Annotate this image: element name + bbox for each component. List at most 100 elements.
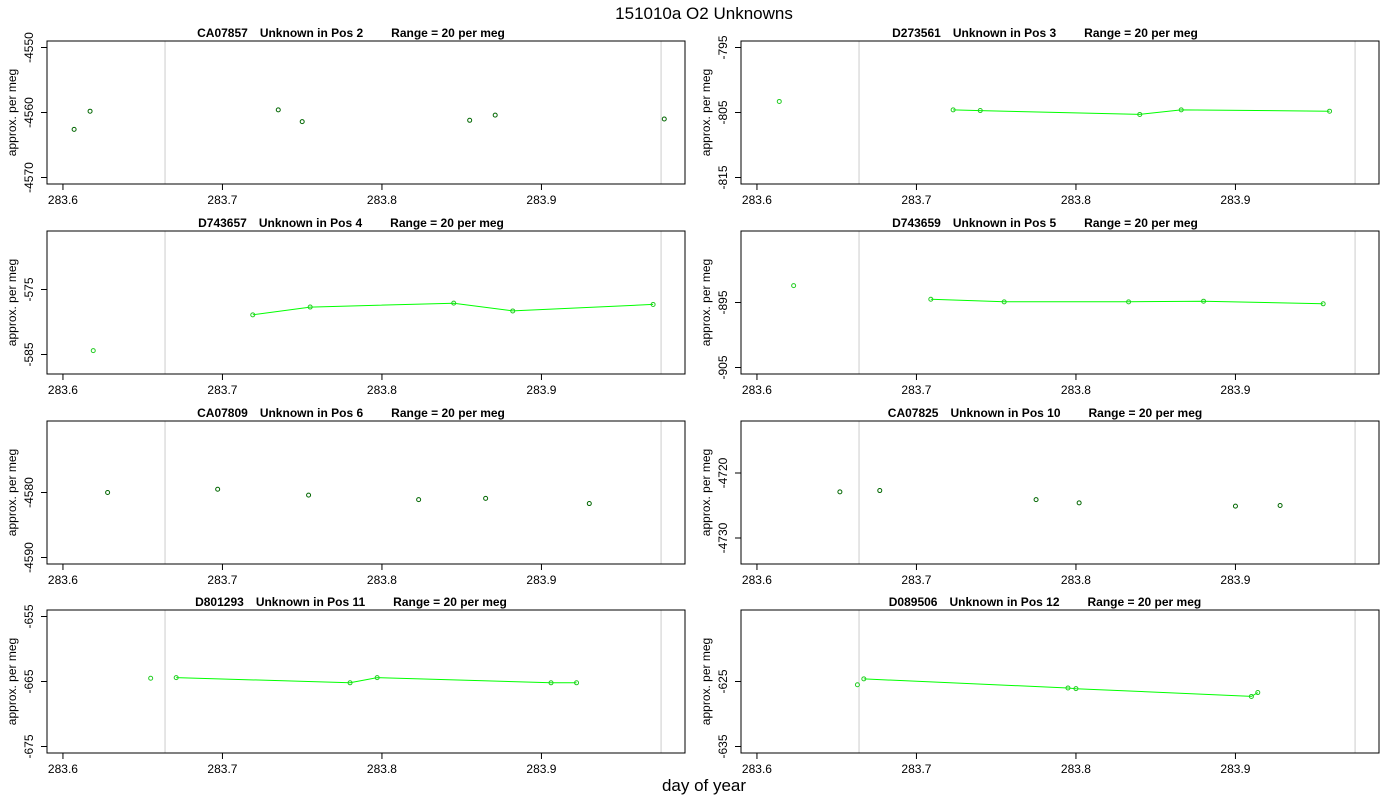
x-tick-label: 283.7 <box>207 573 237 587</box>
data-point <box>306 492 312 498</box>
x-tick-label: 283.9 <box>526 193 556 207</box>
panel-title-range: Range = 20 per meg <box>390 216 504 230</box>
x-tick-label: 283.7 <box>207 762 237 776</box>
data-point <box>492 112 498 118</box>
x-tick-label: 283.7 <box>901 383 931 397</box>
data-point <box>215 486 221 492</box>
data-point <box>173 675 179 681</box>
panel-title: D273561 Unknown in Pos 3 Range = 20 per me… <box>892 26 1198 40</box>
data-point <box>1232 503 1238 509</box>
x-tick-label: 283.8 <box>367 573 397 587</box>
data-point <box>483 495 489 501</box>
data-point <box>1277 503 1283 508</box>
x-tick-label: 283.6 <box>48 762 78 776</box>
data-point <box>299 119 305 125</box>
y-tick-label: -655 <box>22 604 36 628</box>
data-point <box>510 308 516 314</box>
y-tick-label: -4560 <box>22 97 36 128</box>
panel-8: D089506 Unknown in Pos 12 Range = 20 per m… <box>699 595 1380 776</box>
y-axis-label: approx. per meg <box>699 259 713 346</box>
panel-title-position: Unknown in Pos 11 <box>256 595 366 609</box>
panel-title: D089506 Unknown in Pos 12 Range = 20 per m… <box>889 595 1201 609</box>
panel-title-range: Range = 20 per meg <box>1088 595 1202 609</box>
x-tick-label: 283.7 <box>207 193 237 207</box>
panel-title-id: D743659 <box>892 216 941 230</box>
series-line <box>252 302 654 316</box>
data-point <box>416 497 422 503</box>
data-point <box>1065 685 1071 691</box>
data-point <box>1327 108 1333 114</box>
y-tick-label: -795 <box>716 35 730 59</box>
panel-title-position: Unknown in Pos 2 <box>260 26 364 40</box>
plot-frame <box>46 609 686 754</box>
x-tick-label: 283.8 <box>367 762 397 776</box>
y-tick-label: -675 <box>22 734 36 758</box>
panel-title-id: CA07809 <box>197 406 248 420</box>
data-point <box>877 488 883 494</box>
x-tick-label: 283.7 <box>901 193 931 207</box>
series-line <box>930 298 1324 305</box>
y-tick-label: -805 <box>716 100 730 124</box>
y-tick-label: -4730 <box>716 522 730 553</box>
panel-title-range: Range = 20 per meg <box>391 406 505 420</box>
series-line <box>953 109 1330 115</box>
data-point <box>275 107 281 113</box>
plot-frame <box>46 420 686 565</box>
data-point <box>1248 693 1254 699</box>
series-line <box>176 677 577 684</box>
x-tick-label: 283.8 <box>1061 573 1091 587</box>
y-tick-label: -815 <box>716 165 730 189</box>
x-tick-label: 283.6 <box>48 193 78 207</box>
x-tick-label: 283.6 <box>742 573 772 587</box>
panel-title: CA07825 Unknown in Pos 10 Range = 20 per m… <box>888 406 1202 420</box>
panel-title-range: Range = 20 per meg <box>1084 216 1198 230</box>
y-tick-label: -665 <box>22 669 36 693</box>
x-tick-label: 283.9 <box>1220 573 1250 587</box>
x-tick-label: 283.8 <box>1061 762 1091 776</box>
x-tick-label: 283.8 <box>1061 383 1091 397</box>
data-point <box>1137 111 1143 117</box>
panel-title: D743659 Unknown in Pos 5 Range = 20 per me… <box>892 216 1198 230</box>
data-point <box>950 107 956 113</box>
y-tick-label: -4570 <box>22 162 36 193</box>
data-point <box>1201 298 1207 304</box>
panel-title-position: Unknown in Pos 12 <box>949 595 1059 609</box>
data-point <box>347 680 353 686</box>
panel-title: D743657 Unknown in Pos 4 Range = 20 per me… <box>198 216 504 230</box>
x-tick-label: 283.6 <box>742 383 772 397</box>
data-point <box>1255 690 1261 696</box>
series-line <box>863 678 1259 697</box>
y-tick-label: -4590 <box>22 542 36 573</box>
data-point <box>574 680 580 686</box>
y-tick-label: -635 <box>716 734 730 758</box>
panel-title-range: Range = 20 per meg <box>1089 406 1203 420</box>
y-axis-label: approx. per meg <box>5 69 19 156</box>
plot-frame <box>46 40 686 185</box>
panel-title-id: D089506 <box>889 595 938 609</box>
panel-title-id: CA07825 <box>888 406 939 420</box>
panel-title-range: Range = 20 per meg <box>393 595 507 609</box>
data-point <box>1178 107 1184 113</box>
data-point <box>1126 299 1132 305</box>
panel-3: D743657 Unknown in Pos 4 Range = 20 per me… <box>5 216 686 397</box>
y-tick-label: -575 <box>22 277 36 301</box>
data-point <box>586 501 592 507</box>
data-point <box>776 98 782 104</box>
x-tick-label: 283.6 <box>48 573 78 587</box>
panel-title-id: CA07857 <box>197 26 248 40</box>
data-point <box>548 680 554 686</box>
panel-title-position: Unknown in Pos 5 <box>953 216 1057 230</box>
x-tick-label: 283.7 <box>901 762 931 776</box>
panel-2: D273561 Unknown in Pos 3 Range = 20 per me… <box>699 26 1380 207</box>
data-point <box>861 676 867 682</box>
panel-title: CA07809 Unknown in Pos 6 Range = 20 per me… <box>197 406 505 420</box>
data-point <box>791 283 797 289</box>
x-axis-label: day of year <box>662 776 746 795</box>
y-axis-label: approx. per meg <box>5 259 19 346</box>
data-point <box>661 116 667 122</box>
data-point <box>1033 497 1039 503</box>
panel-title-id: D743657 <box>198 216 247 230</box>
x-tick-label: 283.7 <box>901 573 931 587</box>
x-tick-label: 283.9 <box>1220 762 1250 776</box>
